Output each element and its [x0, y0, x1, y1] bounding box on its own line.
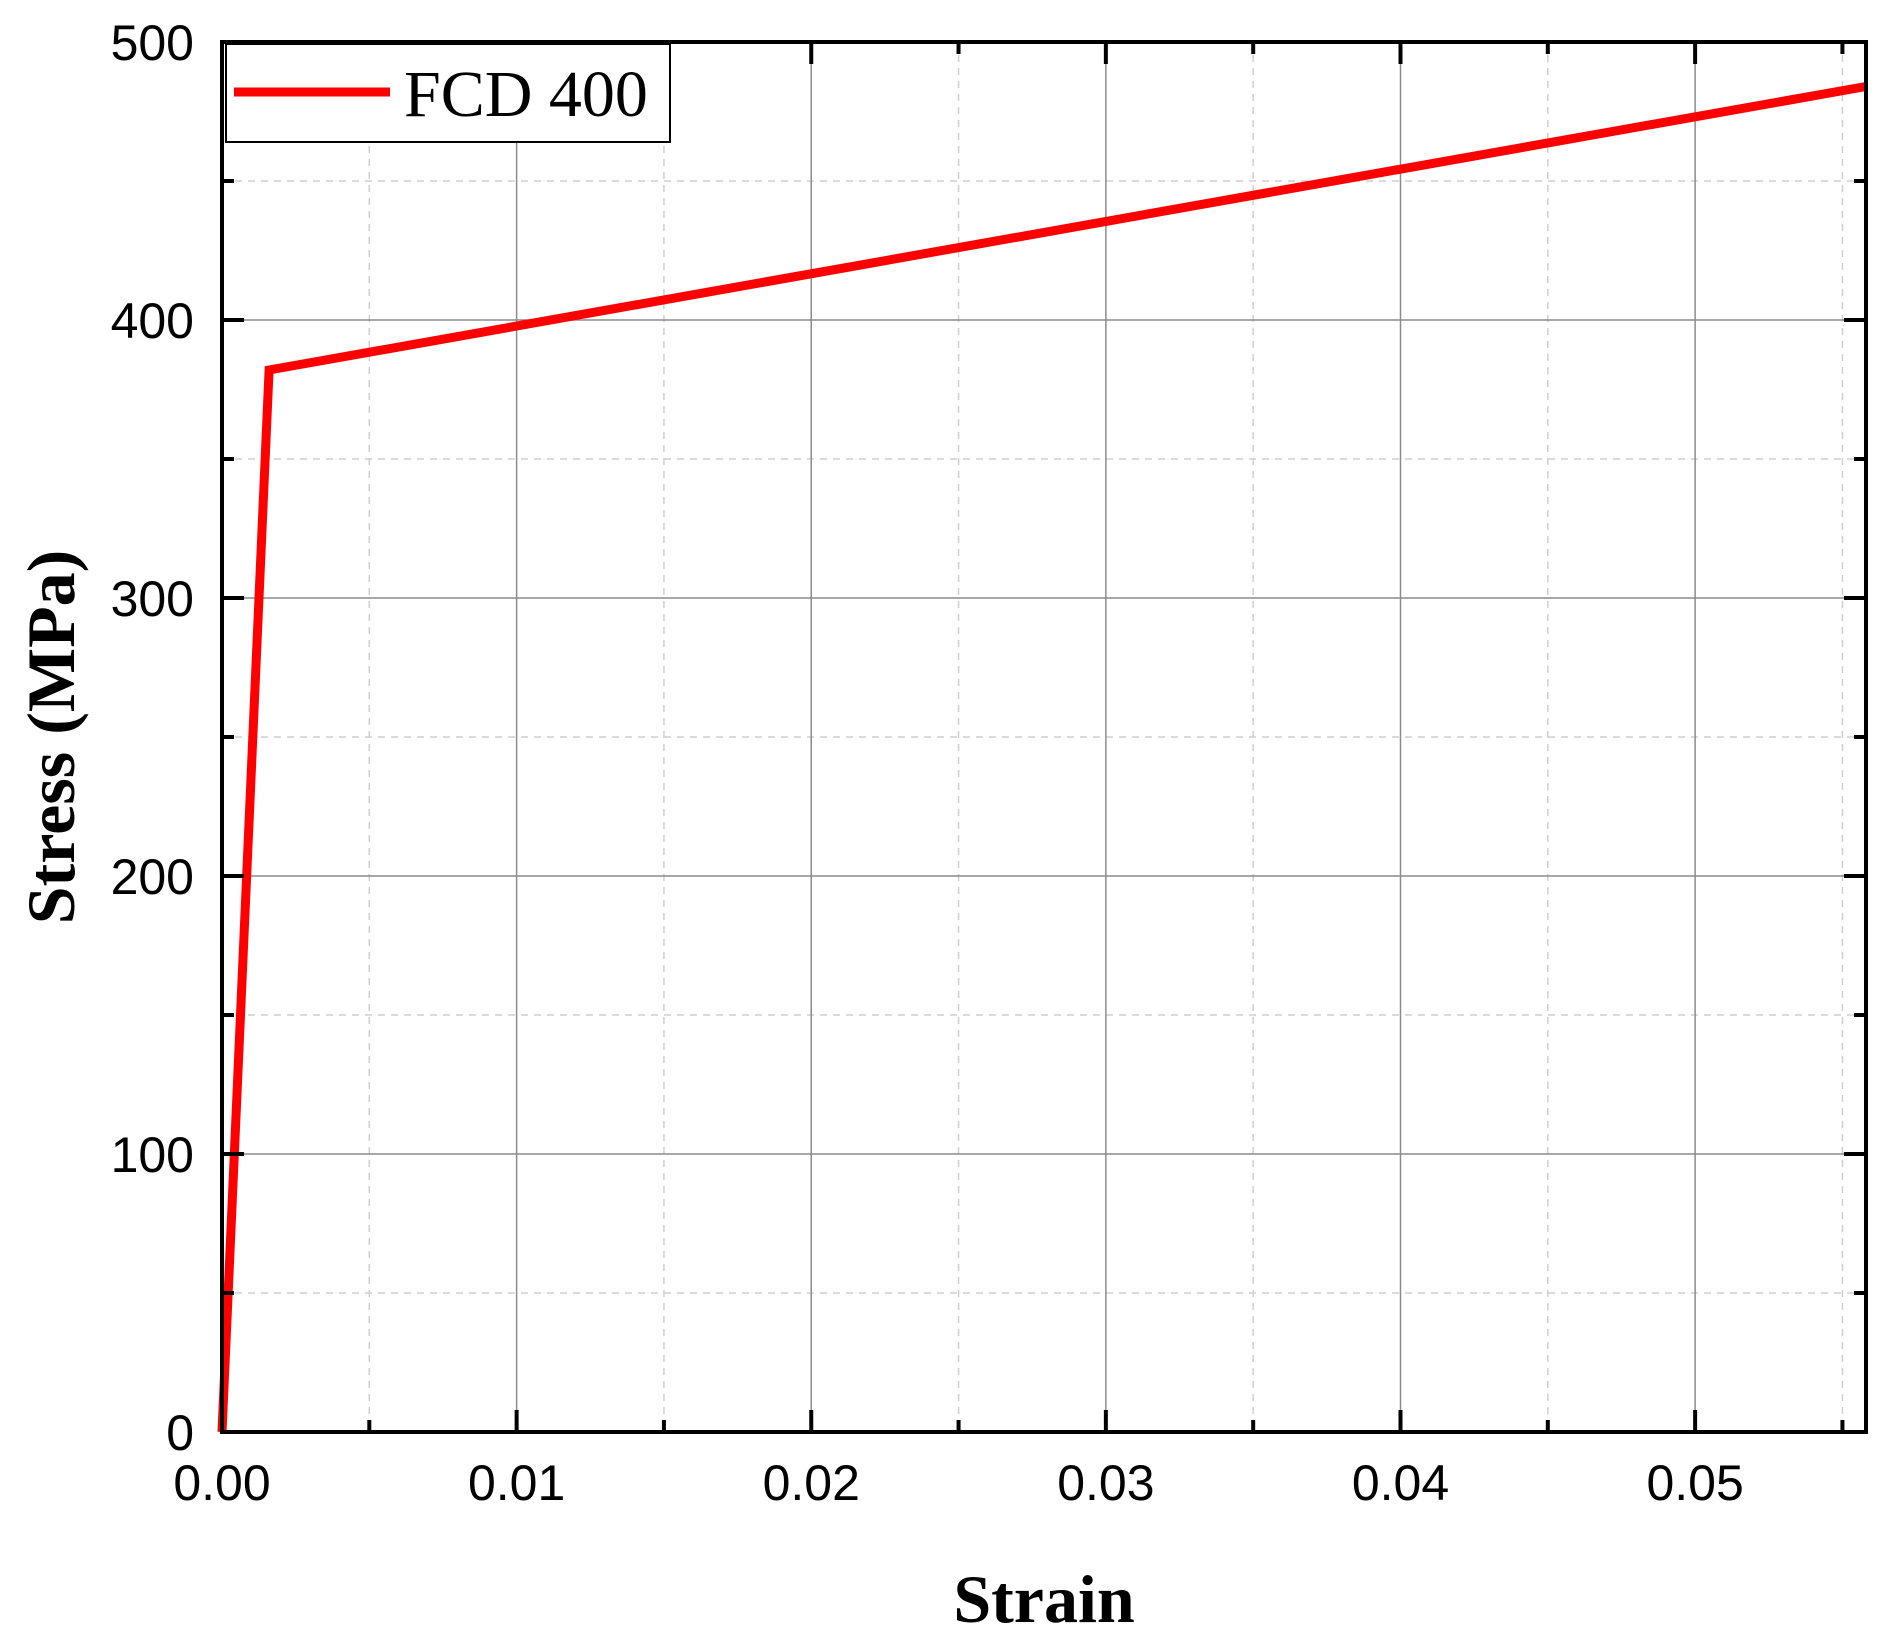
- y-tick-labels: 0 100 200 300 400 500: [111, 15, 194, 1461]
- minor-gridlines: [222, 42, 1866, 1432]
- y-tick-label: 400: [111, 293, 194, 349]
- x-axis-title: Strain: [953, 1561, 1134, 1637]
- x-tick-labels: 0.00 0.01 0.02 0.03 0.04 0.05: [173, 1455, 1743, 1511]
- y-axis-title: Stress (MPa): [13, 550, 89, 925]
- x-tick-label: 0.02: [763, 1455, 860, 1511]
- x-tick-label: 0.05: [1646, 1455, 1743, 1511]
- series-line-0: [217, 82, 1867, 1433]
- x-tick-label: 0.00: [173, 1455, 270, 1511]
- legend-label-fcd-400: FCD 400: [404, 58, 648, 131]
- x-tick-label: 0.01: [468, 1455, 565, 1511]
- y-tick-label: 100: [111, 1127, 194, 1183]
- y-tick-label: 200: [111, 849, 194, 905]
- legend: FCD 400: [225, 43, 671, 143]
- x-tick-label: 0.04: [1352, 1455, 1449, 1511]
- y-tick-label: 0: [166, 1405, 194, 1461]
- series-layer: [217, 82, 1867, 1433]
- y-tick-label: 500: [111, 15, 194, 71]
- x-tick-label: 0.03: [1057, 1455, 1154, 1511]
- y-tick-label: 300: [111, 571, 194, 627]
